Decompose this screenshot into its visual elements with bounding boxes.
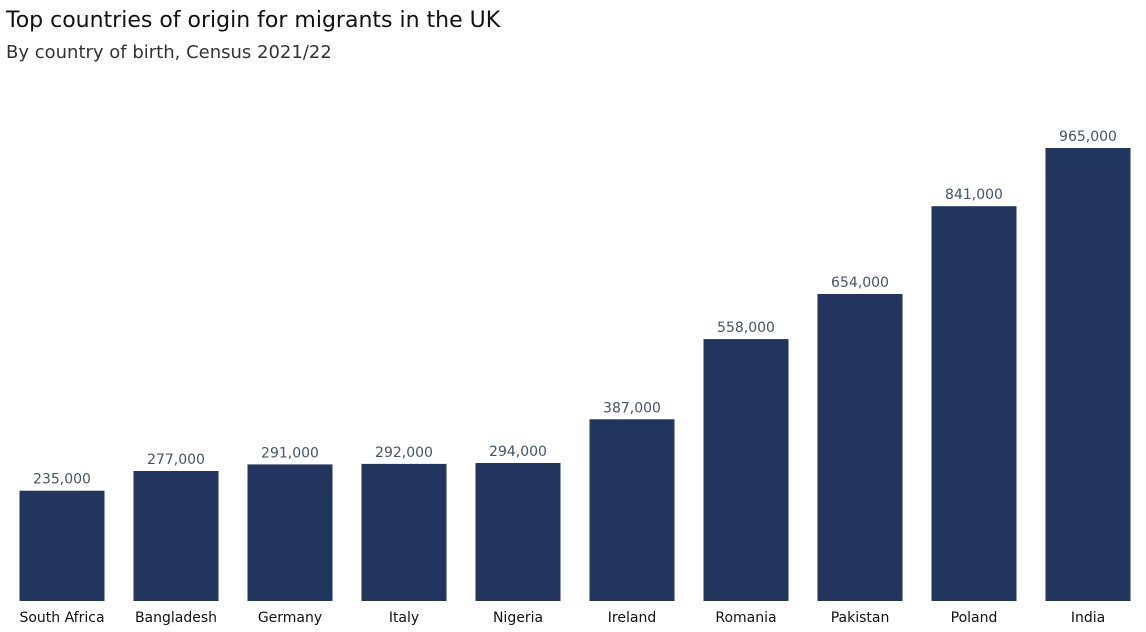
bar-ireland: [589, 419, 675, 601]
bar-india: [1045, 148, 1131, 601]
category-label: Nigeria: [493, 610, 543, 626]
category-label: Pakistan: [831, 610, 890, 626]
category-label: Italy: [389, 610, 419, 626]
bar-italy: [361, 463, 447, 601]
value-labels-group: 235,000 277,000 291,000 292,000 294,000 387,0…: [33, 129, 1117, 488]
value-label: 235,000: [33, 472, 91, 488]
bar-bangladesh: [133, 471, 219, 601]
category-label: Germany: [258, 610, 322, 626]
value-label: 654,000: [831, 275, 889, 291]
value-label: 387,000: [603, 400, 661, 416]
bar-nigeria: [475, 463, 561, 601]
bar-south-africa: [19, 490, 105, 601]
value-label: 965,000: [1059, 129, 1117, 145]
category-label: India: [1071, 610, 1105, 626]
bars-group: [19, 148, 1131, 601]
value-label: 558,000: [717, 320, 775, 336]
bar-poland: [931, 206, 1017, 601]
value-label: 294,000: [489, 444, 547, 460]
bar-romania: [703, 339, 789, 601]
value-label: 291,000: [261, 445, 319, 461]
category-label: Romania: [715, 610, 776, 626]
value-label: 277,000: [147, 452, 205, 468]
category-label: Bangladesh: [135, 610, 217, 626]
value-label: 841,000: [945, 187, 1003, 203]
bar-pakistan: [817, 294, 903, 601]
bar-germany: [247, 464, 333, 601]
category-label: South Africa: [19, 610, 104, 626]
category-label: Ireland: [608, 610, 656, 626]
chart-subtitle: By country of birth, Census 2021/22: [6, 42, 332, 63]
chart-title: Top countries of origin for migrants in …: [6, 8, 501, 33]
category-label: Poland: [951, 610, 998, 626]
category-labels-group: South Africa Bangladesh Germany Italy Nigeri…: [19, 610, 1105, 626]
value-label: 292,000: [375, 445, 433, 461]
